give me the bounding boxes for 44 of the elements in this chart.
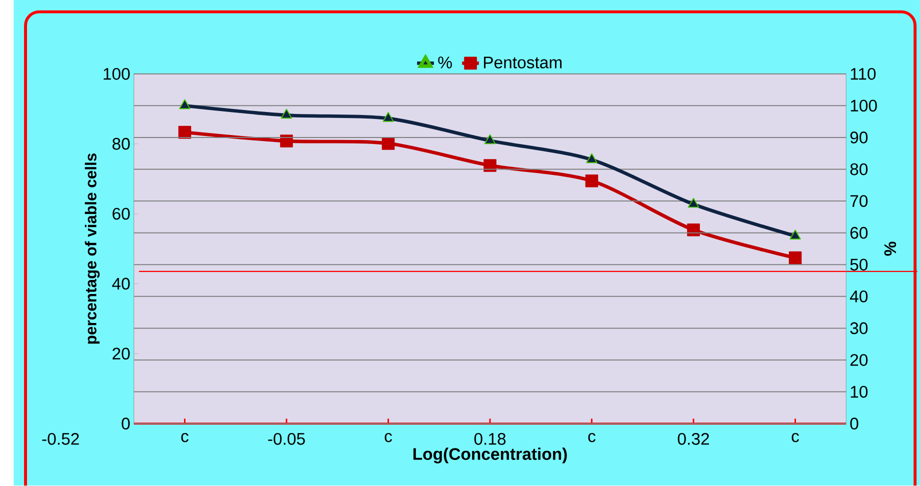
x-tick-label: 0.32 (678, 433, 709, 446)
x-axis-title: Log(Concentration) (413, 448, 567, 464)
y2-tick-label: 40 (850, 290, 868, 303)
x-tick-label: -0.05 (268, 433, 305, 446)
y2-axis-title: % (884, 242, 896, 256)
legend-label: % (438, 56, 452, 69)
y-tick-label: 0 (122, 418, 130, 430)
x-tick-label: c (588, 433, 596, 442)
point (586, 153, 598, 164)
point (484, 159, 496, 172)
legend-label: Pentostam (484, 56, 562, 69)
point (179, 99, 190, 110)
point (382, 112, 394, 122)
point (788, 252, 802, 264)
y-axis-title: percentage of viable cells (84, 154, 100, 344)
x-tick-label: c (181, 433, 188, 442)
x-tick-label: c (384, 433, 392, 442)
y2-tick-label: 20 (850, 354, 868, 366)
y2-tick-label: 0 (850, 418, 858, 430)
y2-tick-label: 90 (850, 132, 868, 144)
y2-tick-label: 100 (850, 100, 877, 112)
point (687, 224, 700, 236)
point (280, 134, 293, 148)
point (688, 198, 700, 208)
y2-tick-label: 70 (850, 195, 868, 208)
point (280, 108, 292, 119)
y2-tick-label: 60 (850, 227, 868, 239)
text: -0.52 (42, 433, 79, 446)
y2-tick-label: 30 (850, 322, 868, 334)
x-tick-label: c (792, 433, 799, 442)
y2-tick-label: 10 (850, 386, 868, 398)
y2-tick-label: 110 (850, 68, 876, 80)
y-tick-label: 100 (104, 68, 130, 80)
y2-tick-label: 80 (850, 164, 868, 176)
y2-tick-label: 50 (850, 258, 868, 271)
point (585, 174, 598, 188)
y-tick-label: 80 (112, 138, 130, 150)
y-tick-label: 40 (112, 278, 130, 290)
point (790, 230, 801, 240)
point (382, 137, 395, 150)
x-tick-label: 0.18 (474, 433, 506, 446)
y-tick-label: 60 (112, 208, 130, 220)
point (484, 134, 496, 144)
y-tick-label: 20 (112, 348, 130, 360)
